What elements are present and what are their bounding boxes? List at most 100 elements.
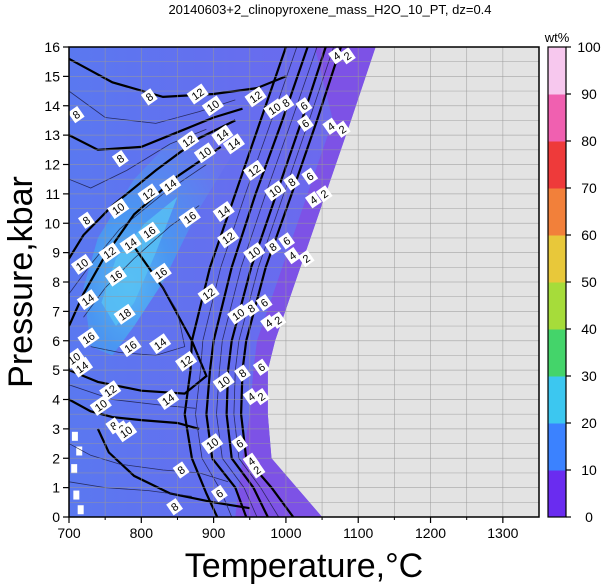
contour-label-box <box>255 293 273 312</box>
contour-label: 6 <box>252 358 270 376</box>
contour-label: 2 <box>315 185 333 203</box>
contour-label: 12 <box>174 350 198 372</box>
contour-label-box <box>138 221 161 243</box>
contour-label-text: 12 <box>180 133 197 150</box>
contour-label-box <box>166 498 184 516</box>
contour-label: 10 <box>263 180 287 202</box>
y-tick-label: 0 <box>52 509 60 525</box>
y-axis-label: Pressure,kbar <box>2 176 40 388</box>
contour-label: 6 <box>210 484 228 503</box>
contour-label-text: 10 <box>74 257 91 274</box>
contour-label-text: 16 <box>141 224 158 241</box>
contour-label: 16 <box>77 327 100 349</box>
contour-label-text: 6 <box>256 361 268 374</box>
colorbar-segment <box>548 235 566 283</box>
contour-label: 8 <box>166 498 184 516</box>
contour-label-text: 16 <box>123 339 140 356</box>
field-band-high-temperature <box>235 47 376 517</box>
contour-label: 12 <box>244 86 267 108</box>
contour-label: 2 <box>269 311 287 329</box>
contour-label-text: 8 <box>81 214 93 227</box>
contour-label: 4 <box>322 117 340 135</box>
contour-label-box <box>98 242 121 264</box>
x-tick-label: 1300 <box>487 525 518 541</box>
contour-label-box <box>212 371 235 393</box>
contour-label: 10 <box>201 433 224 455</box>
colorbar-tick-label: 0 <box>585 509 593 525</box>
contour-label: 10 <box>89 394 112 416</box>
contour-label-box <box>242 242 266 264</box>
contour-label: 16 <box>104 265 128 287</box>
contour-label-box <box>113 303 136 325</box>
contour-label: 14 <box>159 174 182 196</box>
contour-minor-10 <box>69 481 192 497</box>
contour-label-box <box>264 238 282 256</box>
contour-label-box <box>178 206 201 228</box>
contour-label-text: 6 <box>234 438 246 451</box>
contour-label-text: 4 <box>246 455 258 468</box>
colorbar-label: wt% <box>544 30 570 45</box>
contour-label-box <box>77 327 100 349</box>
contour-label-box <box>260 314 278 332</box>
contour-label-box <box>216 227 240 249</box>
y-tick-label: 9 <box>52 245 60 261</box>
contour-label-box <box>177 130 200 152</box>
y-tick-label: 3 <box>52 421 60 437</box>
contour-label-text: 18 <box>117 307 134 324</box>
contour-label-text: 2 <box>301 253 313 266</box>
contour-label-text: 12 <box>248 89 265 106</box>
colorbar-segment <box>548 47 566 95</box>
no-data-speck <box>76 446 83 456</box>
contour-label-text: 4 <box>246 391 258 404</box>
x-axis-ticks: 700 800 900 1000 1100 1200 1300 <box>57 517 519 541</box>
contour-label: 4 <box>328 47 345 65</box>
contour-label-box <box>193 142 217 164</box>
contour-label-box <box>263 98 286 120</box>
y-tick-label: 2 <box>52 450 60 466</box>
contour-label-box <box>322 117 340 135</box>
contour-label: 14 <box>119 233 142 255</box>
contour-label: 12 <box>177 130 200 152</box>
contour-label-box <box>222 133 246 155</box>
colorbar-tick-label: 50 <box>581 274 597 290</box>
contour-label-box <box>304 191 322 209</box>
x-tick-label: 1200 <box>415 525 446 541</box>
contour-label-text: 16 <box>108 268 125 285</box>
y-tick-label: 14 <box>44 98 60 114</box>
contour-label: 8 <box>283 173 301 191</box>
contour-label-text: 2 <box>337 123 349 136</box>
contour-label: 16 <box>178 206 201 228</box>
contour-label-text: 14 <box>226 136 243 153</box>
contour-label-box <box>174 350 198 372</box>
contour-label: 8 <box>234 364 251 382</box>
x-axis-label: Temperature,°C <box>185 547 423 585</box>
contour-label: 8 <box>77 211 95 229</box>
contour-label-text: 2 <box>342 50 354 63</box>
contour-label-text: 12 <box>220 230 237 247</box>
contour-label: 8 <box>140 88 158 106</box>
contour-label-box <box>212 201 235 222</box>
colorbar-segment <box>548 329 566 377</box>
contour-label-box <box>111 149 129 168</box>
contour-label: 14 <box>212 201 235 222</box>
contour-label-box <box>156 389 180 410</box>
colorbar-segment <box>548 94 566 142</box>
contour-label: 14 <box>148 333 172 355</box>
contour-label-box <box>119 233 142 255</box>
contour-label-box <box>67 105 85 124</box>
colorbar-tick-label: 10 <box>581 462 597 478</box>
contour-label-text: 2 <box>319 188 331 201</box>
contour-label-text: 2 <box>273 314 285 327</box>
contour-label-text: 10 <box>197 145 214 162</box>
contour-label-text: 12 <box>141 186 158 203</box>
contour-label-text: 12 <box>190 86 207 103</box>
contour-label-box <box>338 47 356 65</box>
contour-label: 8 <box>111 149 129 168</box>
contour-label: 6 <box>296 114 314 133</box>
colorbar-tick-label: 80 <box>581 133 597 149</box>
colorbar: 0 10 20 30 40 50 60 70 80 90 100 <box>547 39 601 525</box>
contour-label-box <box>148 333 172 355</box>
contour-label-text: 8 <box>71 109 83 122</box>
contour-label-text: 10 <box>267 183 284 200</box>
